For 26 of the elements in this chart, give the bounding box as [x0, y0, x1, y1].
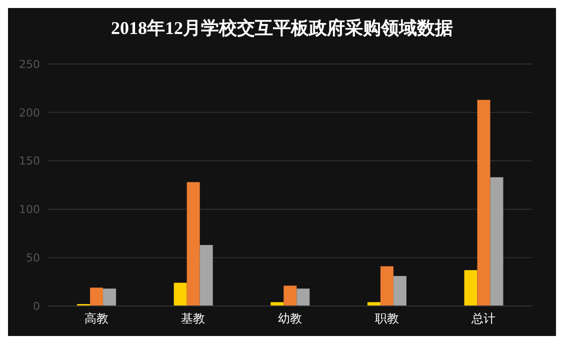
- y-tick-label: 0: [33, 300, 40, 313]
- bar: [90, 288, 104, 306]
- bar: [296, 288, 310, 306]
- bar: [490, 177, 504, 306]
- bar: [103, 288, 116, 306]
- bar: [464, 270, 478, 306]
- x-tick-label: 高教: [84, 312, 108, 326]
- chart-title: 2018年12月学校交互平板政府采购领域数据: [110, 17, 454, 40]
- bar: [186, 182, 200, 306]
- x-tick-label: 幼教: [278, 312, 302, 326]
- y-tick-label: 250: [19, 58, 40, 71]
- y-tick-label: 150: [19, 154, 40, 168]
- bar: [477, 100, 490, 306]
- bar: [393, 276, 406, 306]
- x-tick-label: 职教: [374, 312, 399, 326]
- bar: [380, 266, 394, 306]
- y-tick-label: 50: [26, 252, 40, 265]
- bar: [270, 302, 284, 306]
- bar: [284, 286, 297, 306]
- bar: [367, 302, 380, 306]
- y-tick-label: 200: [19, 106, 40, 120]
- bar: [200, 245, 213, 306]
- y-tick-label: 100: [19, 203, 40, 216]
- x-tick-label: 基教: [181, 312, 206, 326]
- x-tick-label: 总计: [470, 312, 496, 326]
- bar: [174, 282, 187, 306]
